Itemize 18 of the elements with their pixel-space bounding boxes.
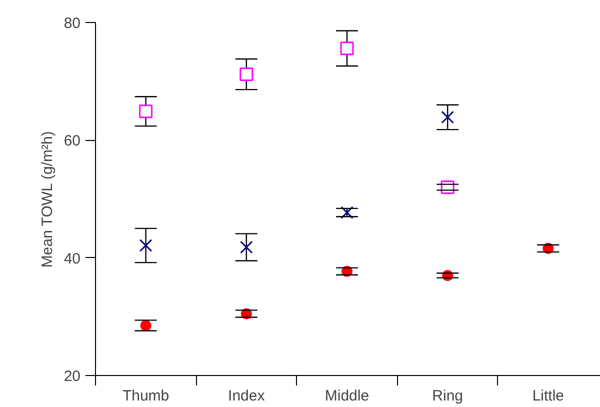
- y-tick-label: 20: [64, 368, 81, 385]
- point: [441, 110, 454, 124]
- x-tick-label: Middle: [324, 388, 370, 404]
- y-axis-title: Mean TOWL (g/m²h): [38, 131, 56, 268]
- x-tick-label: Ring: [432, 388, 464, 404]
- point: [340, 42, 354, 56]
- x-tick-label: Thumb: [122, 388, 170, 404]
- x-tick-label: Little: [532, 388, 564, 404]
- y-tick-label: 80: [64, 15, 81, 32]
- point: [340, 206, 354, 219]
- point: [139, 104, 153, 118]
- point: [240, 68, 254, 82]
- point: [240, 240, 253, 254]
- y-tick-label: 40: [64, 250, 81, 268]
- point: [140, 320, 152, 331]
- y-tick-label: 60: [64, 132, 81, 150]
- point: [139, 239, 152, 252]
- x-tick-label: Index: [228, 388, 266, 404]
